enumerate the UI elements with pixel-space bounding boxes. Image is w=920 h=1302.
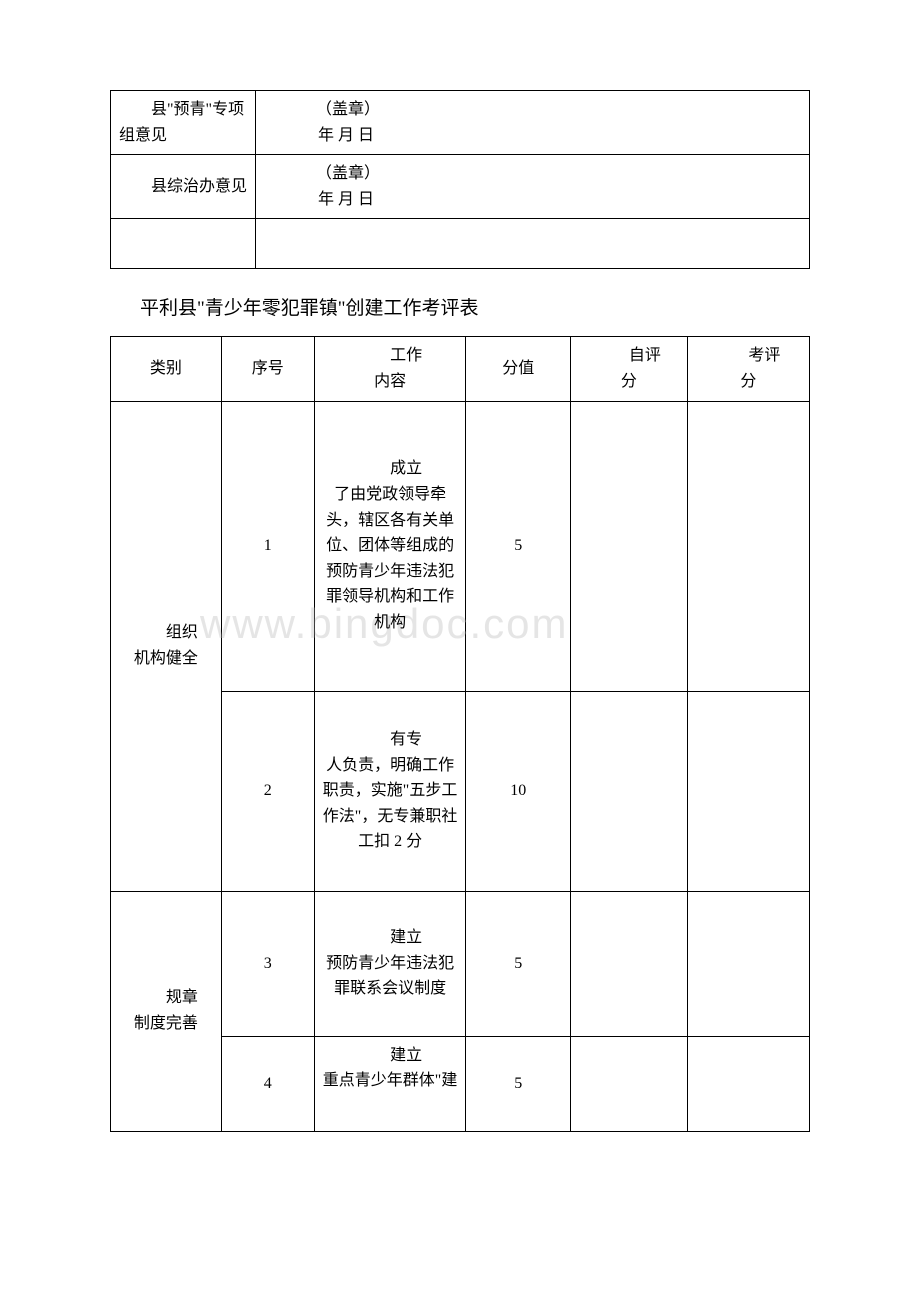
value-cell: 10 xyxy=(466,691,571,891)
seq-cell: 4 xyxy=(221,1036,314,1131)
content-rest: 人负责，明确工作职责，实施"五步工作法"，无专兼职社工扣 2 分 xyxy=(323,757,458,851)
table-row: 规章 制度完善 3 建立 预防青少年违法犯罪联系会议制度 5 xyxy=(111,891,810,1036)
content-cell: 成立 了由党政领导牵头，辖区各有关单位、团体等组成的预防青少年违法犯罪领导机构和… xyxy=(314,401,465,691)
header-self-second: 分 xyxy=(621,373,637,390)
stamp-label: （盖章） xyxy=(316,161,801,187)
header-category: 类别 xyxy=(111,337,222,401)
self-score-cell xyxy=(571,891,688,1036)
content-cell: 建立 重点青少年群体"建 xyxy=(314,1036,465,1131)
value-cell: 5 xyxy=(466,1036,571,1131)
header-seq: 序号 xyxy=(221,337,314,401)
content-first-line: 有专 xyxy=(321,727,459,753)
content-cell: 有专 人负责，明确工作职责，实施"五步工作法"，无专兼职社工扣 2 分 xyxy=(314,691,465,891)
approval-row-2: 县综治办意见 （盖章） 年 月 日 xyxy=(111,155,810,219)
approval-empty-row xyxy=(111,219,810,269)
header-self-first: 自评 xyxy=(579,343,679,369)
value-cell: 5 xyxy=(466,891,571,1036)
table-row: 组织 机构健全 1 成立 了由党政领导牵头，辖区各有关单位、团体等组成的预防青少… xyxy=(111,401,810,691)
content-rest: 了由党政领导牵头，辖区各有关单位、团体等组成的预防青少年违法犯罪领导机构和工作机… xyxy=(326,486,454,631)
date-label: 年 月 日 xyxy=(316,187,801,213)
approval-row2-stamp: （盖章） 年 月 日 xyxy=(256,155,810,219)
content-first-line: 建立 xyxy=(321,1043,459,1069)
category-1-line1: 组织 xyxy=(166,624,198,641)
approval-row1-stamp: （盖章） 年 月 日 xyxy=(256,91,810,155)
header-value: 分值 xyxy=(466,337,571,401)
eval-score-cell xyxy=(687,1036,809,1131)
category-cell-1: 组织 机构健全 xyxy=(111,401,222,891)
header-content-first: 工作 xyxy=(323,343,457,369)
eval-score-cell xyxy=(687,891,809,1036)
content-rest: 重点青少年群体"建 xyxy=(323,1072,458,1089)
self-score-cell xyxy=(571,401,688,691)
content-cell: 建立 预防青少年违法犯罪联系会议制度 xyxy=(314,891,465,1036)
header-eval: 考评 分 xyxy=(687,337,809,401)
content-first-line: 建立 xyxy=(321,925,459,951)
value-cell: 5 xyxy=(466,401,571,691)
eval-score-cell xyxy=(687,691,809,891)
header-content-second: 内容 xyxy=(374,373,406,390)
header-eval-second: 分 xyxy=(740,373,756,390)
date-label: 年 月 日 xyxy=(316,123,801,149)
header-content: 工作 内容 xyxy=(314,337,465,401)
self-score-cell xyxy=(571,691,688,891)
header-self: 自评 分 xyxy=(571,337,688,401)
seq-cell: 3 xyxy=(221,891,314,1036)
content-rest: 预防青少年违法犯罪联系会议制度 xyxy=(326,955,454,998)
category-1-line2: 机构健全 xyxy=(119,646,213,672)
category-2-line2: 制度完善 xyxy=(119,1011,213,1037)
header-eval-first: 考评 xyxy=(696,343,801,369)
self-score-cell xyxy=(571,1036,688,1131)
approval-empty-cell-2 xyxy=(256,219,810,269)
approval-row1-label: 县"预青"专项组意见 xyxy=(111,91,256,155)
evaluation-title: 平利县"青少年零犯罪镇"创建工作考评表 xyxy=(140,293,810,320)
approval-table: 县"预青"专项组意见 （盖章） 年 月 日 县综治办意见 （盖章） 年 月 日 xyxy=(110,90,810,269)
stamp-label: （盖章） xyxy=(316,97,801,123)
category-2-line1: 规章 xyxy=(166,989,198,1006)
approval-empty-cell-1 xyxy=(111,219,256,269)
seq-cell: 1 xyxy=(221,401,314,691)
seq-cell: 2 xyxy=(221,691,314,891)
content-first-line: 成立 xyxy=(321,456,459,482)
approval-row2-label: 县综治办意见 xyxy=(111,155,256,219)
evaluation-table: 类别 序号 工作 内容 分值 自评 分 考评 分 组织 机构健全 1 成立 了由… xyxy=(110,336,810,1131)
approval-row-1: 县"预青"专项组意见 （盖章） 年 月 日 xyxy=(111,91,810,155)
table-header-row: 类别 序号 工作 内容 分值 自评 分 考评 分 xyxy=(111,337,810,401)
category-cell-2: 规章 制度完善 xyxy=(111,891,222,1131)
eval-score-cell xyxy=(687,401,809,691)
